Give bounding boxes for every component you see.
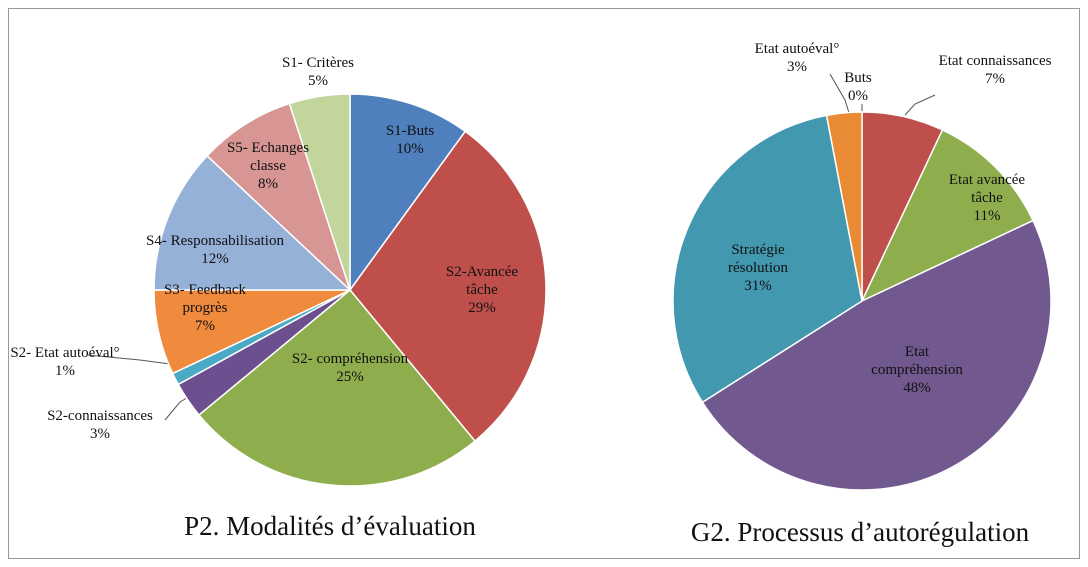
- category-label: S3- Feedback progrès: [163, 282, 247, 316]
- category-label: Etat connaissances: [938, 53, 1052, 69]
- value-label: 1%: [55, 363, 75, 379]
- value-label: 10%: [396, 141, 424, 157]
- category-label: S4- Responsabilisation: [146, 233, 284, 249]
- slice-label: S5- Echanges classe 8%: [213, 139, 323, 193]
- category-label: Etat autoéval°: [754, 41, 840, 57]
- pie-slice: [153, 154, 352, 291]
- slice-label: S1- Critères 5%: [268, 54, 368, 90]
- category-label: S2-Avancée tâche: [445, 264, 519, 298]
- value-label: 31%: [744, 278, 772, 294]
- slice-label: S2- Etat autoéval° 1%: [0, 344, 135, 380]
- value-label: 7%: [195, 318, 215, 334]
- slice-label: Etat autoéval° 3%: [742, 40, 852, 76]
- category-label: Etat avancée tâche: [948, 172, 1026, 206]
- value-label: 3%: [787, 59, 807, 75]
- value-label: 0%: [848, 88, 868, 104]
- value-label: 5%: [308, 73, 328, 89]
- category-label: Stratégie résolution: [728, 242, 788, 276]
- slice-label: Etat avancée tâche 11%: [942, 171, 1032, 225]
- slice-label: Buts 0%: [838, 69, 878, 105]
- slice-label: S2-Avancée tâche 29%: [437, 263, 527, 317]
- frame: [8, 8, 1080, 559]
- category-label: S2-connaissances: [47, 408, 153, 424]
- pie-slice: [672, 114, 863, 404]
- slice-label: Stratégie résolution 31%: [713, 241, 803, 295]
- category-label: S2- compréhension: [291, 351, 409, 367]
- slice-label: S2- compréhension 25%: [290, 350, 410, 386]
- slice-label: S3- Feedback progrès 7%: [150, 281, 260, 335]
- value-label: 3%: [90, 426, 110, 442]
- category-label: S2- Etat autoéval°: [10, 345, 120, 361]
- slice-label: S4- Responsabilisation 12%: [140, 232, 290, 268]
- leader-line: [904, 94, 936, 116]
- category-label: S5- Echanges classe: [226, 140, 310, 174]
- category-label: S1- Critères: [281, 55, 355, 71]
- value-label: 11%: [973, 208, 1001, 224]
- slice-label: S1-Buts 10%: [375, 122, 445, 158]
- slice-label: Etat connaissances 7%: [935, 52, 1055, 88]
- pie-slice: [197, 288, 476, 487]
- value-label: 7%: [985, 71, 1005, 87]
- category-label: Etat compréhension: [871, 344, 963, 378]
- chart-title: G2. Processus d’autorégulation: [690, 517, 1030, 547]
- chart-title: P2. Modalités d’évaluation: [184, 511, 476, 541]
- value-label: 12%: [201, 251, 229, 267]
- pie-slice: [349, 93, 467, 293]
- slice-label: S2-connaissances 3%: [35, 407, 165, 443]
- pie-slice: [349, 130, 547, 443]
- value-label: 29%: [468, 300, 496, 316]
- pie-slice: [860, 128, 1035, 303]
- slice-label: Etat compréhension 48%: [862, 343, 972, 397]
- pie-slice: [701, 219, 1052, 491]
- pie-slice: [288, 93, 351, 291]
- pie-slice: [206, 102, 351, 291]
- value-label: 48%: [903, 380, 931, 396]
- value-label: 25%: [336, 369, 364, 385]
- value-label: 8%: [258, 176, 278, 192]
- pie-slice: [825, 111, 863, 302]
- leader-line: [829, 73, 851, 117]
- category-label: S1-Buts: [385, 123, 435, 139]
- category-label: Buts: [844, 70, 872, 86]
